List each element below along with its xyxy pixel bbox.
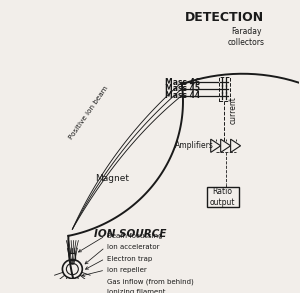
Text: Amplifiers: Amplifiers — [175, 141, 214, 150]
Bar — [219, 76, 230, 101]
Text: current: current — [228, 96, 237, 124]
Text: Ratio
output: Ratio output — [210, 187, 236, 207]
Text: Mass 46: Mass 46 — [165, 78, 200, 87]
Text: Electron trap: Electron trap — [107, 255, 152, 262]
Text: Gas inflow (from behind): Gas inflow (from behind) — [107, 278, 194, 285]
Text: Faraday
collectors: Faraday collectors — [228, 27, 265, 47]
Text: ion repeller: ion repeller — [107, 267, 147, 273]
Text: DETECTION: DETECTION — [185, 11, 264, 24]
Text: Mass 44: Mass 44 — [165, 91, 200, 100]
Text: Magnet: Magnet — [95, 174, 129, 183]
Bar — [207, 187, 239, 207]
Text: Ion accelerator: Ion accelerator — [107, 244, 160, 250]
Bar — [69, 253, 75, 260]
Text: Positive ion beam: Positive ion beam — [68, 85, 109, 140]
Text: Ionizing filament: Ionizing filament — [107, 289, 166, 293]
Text: ION SOURCE: ION SOURCE — [94, 229, 166, 239]
Text: Beam focussing: Beam focussing — [107, 233, 163, 239]
Text: Mass 45: Mass 45 — [165, 84, 200, 93]
